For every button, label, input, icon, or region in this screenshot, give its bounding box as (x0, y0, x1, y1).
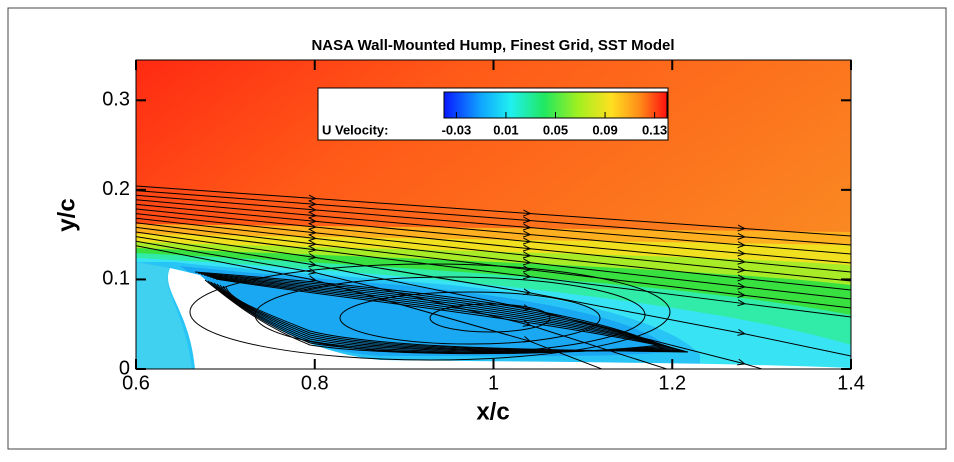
recirculation (215, 278, 689, 353)
y-tick-label: 0.3 (102, 89, 130, 111)
x-tick-label: 0.8 (301, 372, 329, 394)
x-tick-label: 1.2 (658, 372, 686, 394)
x-tick-label: 1 (488, 372, 499, 394)
colorbar-tick-label: 0.09 (592, 122, 617, 137)
recirculation (339, 291, 601, 345)
colorbar-tick-label: 0.05 (543, 122, 568, 137)
recirculation (189, 263, 671, 361)
colorbar-tick-label: 0.13 (642, 122, 667, 137)
x-tick-label: 0.6 (122, 372, 150, 394)
y-tick-label: 0 (119, 357, 130, 379)
y-tick-label: 0.2 (102, 178, 130, 200)
legend: U Velocity: (317, 87, 669, 141)
x-axis-label: x/c (476, 398, 509, 425)
y-tick-label: 0.1 (102, 268, 130, 290)
recirculation (429, 303, 551, 333)
frame (7, 7, 947, 450)
contour-field (136, 60, 851, 369)
colorbar-tick-label: 0.01 (493, 122, 518, 137)
chart-title: NASA Wall-Mounted Hump, Finest Grid, SST… (311, 37, 674, 54)
colorbar-label: U Velocity: (322, 122, 388, 137)
y-axis-label: y/c (53, 198, 80, 231)
colorbar-tick-label: -0.03 (442, 122, 472, 137)
x-tick-label: 1.4 (837, 372, 865, 394)
